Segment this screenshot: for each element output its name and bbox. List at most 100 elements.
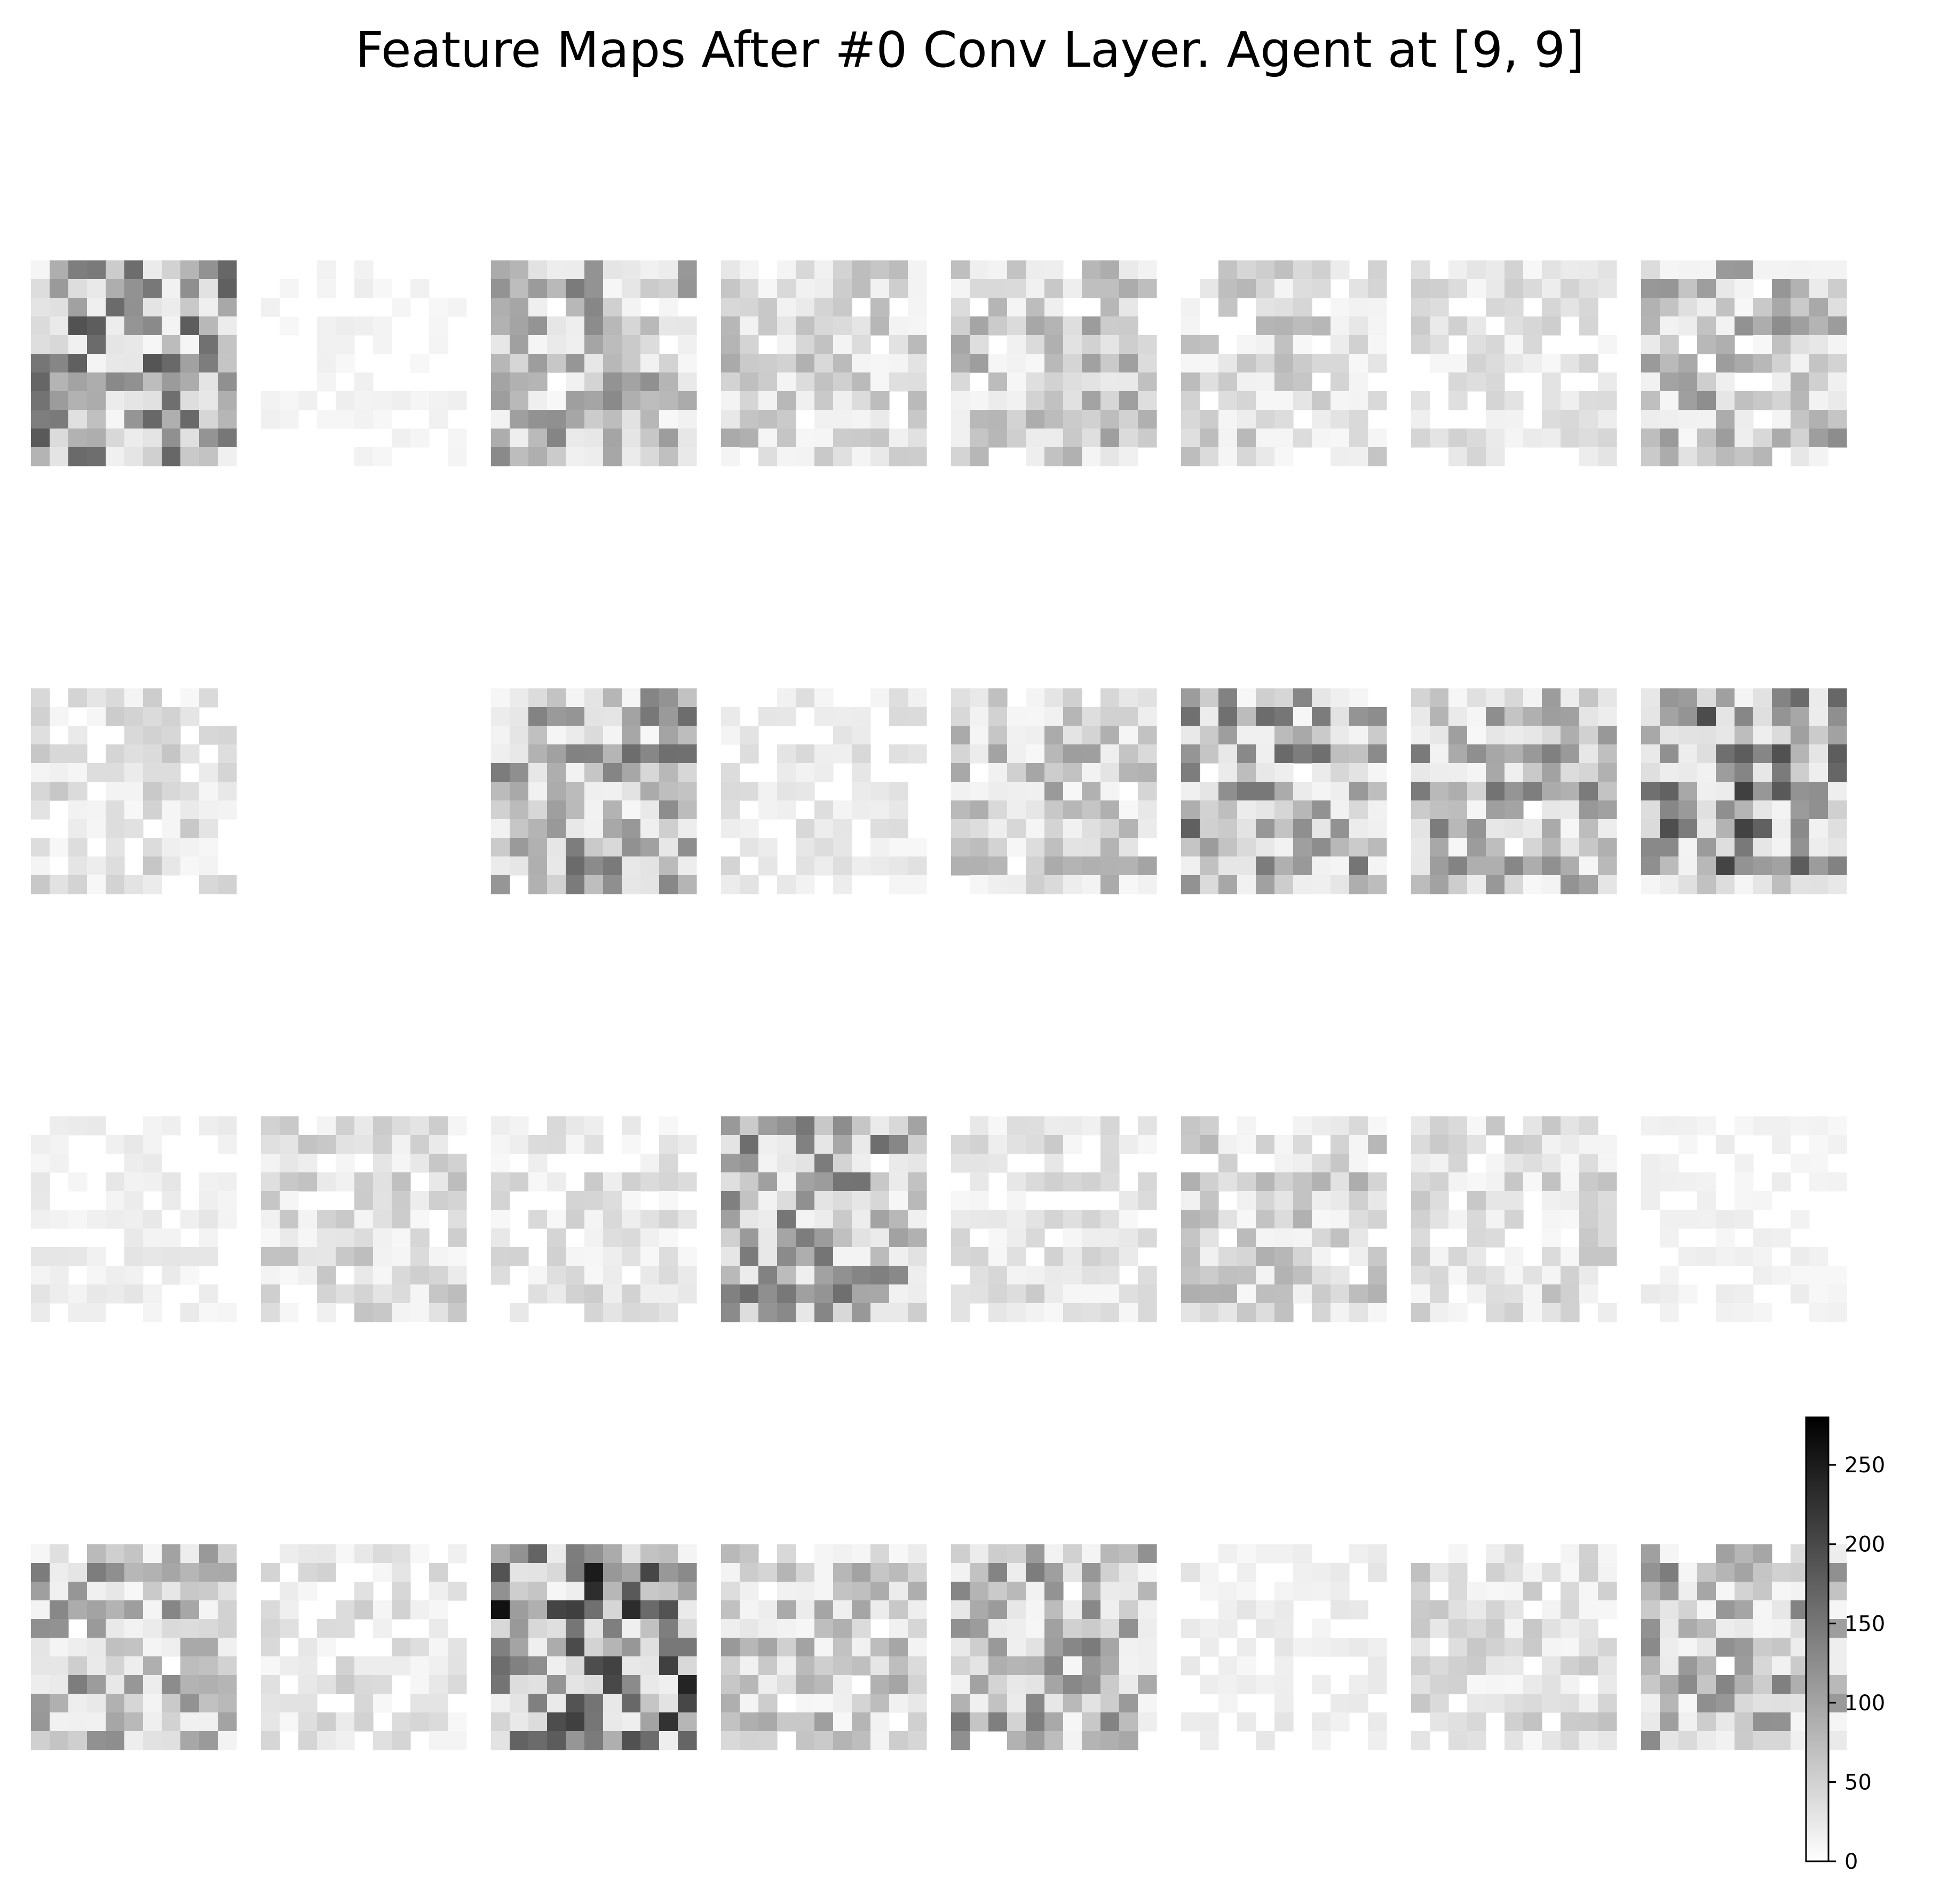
heatmap-cell — [1063, 744, 1082, 764]
heatmap-cell — [87, 1600, 106, 1620]
heatmap-cell — [640, 1600, 660, 1620]
heatmap-cell — [1735, 1656, 1754, 1676]
heatmap-cell — [1486, 875, 1505, 894]
heatmap-cell — [1542, 1247, 1561, 1266]
heatmap-cell — [162, 372, 181, 392]
heatmap-cell — [1809, 1172, 1828, 1192]
heatmap-cell — [1448, 1266, 1468, 1285]
heatmap-cell — [1181, 447, 1200, 466]
heatmap-cell — [1349, 391, 1368, 410]
heatmap-cell — [50, 782, 69, 801]
heatmap-cell — [889, 316, 908, 336]
heatmap-cell — [1641, 1582, 1660, 1601]
heatmap-cell — [833, 429, 852, 448]
colorbar-tick-label: 50 — [1844, 1770, 1872, 1795]
heatmap-cell — [1312, 1582, 1331, 1601]
heatmap-cell — [31, 1638, 50, 1657]
heatmap-cell — [1063, 410, 1082, 429]
heatmap-cell — [429, 1266, 448, 1285]
heatmap-cell — [528, 1154, 548, 1173]
heatmap-cell — [124, 744, 144, 764]
heatmap-cell — [1448, 429, 1468, 448]
heatmap-cell — [1753, 1247, 1772, 1266]
heatmap-cell — [1026, 688, 1045, 708]
heatmap-cell — [354, 1116, 374, 1136]
heatmap-cell — [951, 800, 970, 820]
heatmap-cell — [547, 707, 566, 726]
heatmap-cell — [1063, 1675, 1082, 1694]
heatmap-cell — [1697, 1172, 1716, 1192]
heatmap-cell — [280, 1172, 299, 1192]
heatmap-cell — [162, 429, 181, 448]
heatmap-cell — [640, 744, 660, 764]
heatmap-cell — [1561, 782, 1580, 801]
heatmap-cell — [1809, 875, 1828, 894]
heatmap-cell — [1523, 1731, 1542, 1750]
heatmap-cell — [162, 410, 181, 429]
heatmap-cell — [852, 800, 871, 820]
heatmap-cell — [124, 335, 144, 354]
heatmap-cell — [1716, 875, 1735, 894]
heatmap-cell — [336, 391, 355, 410]
heatmap-cell — [1579, 1210, 1598, 1229]
heatmap-cell — [68, 410, 88, 429]
heatmap-cell — [317, 372, 336, 392]
heatmap-cell — [1542, 1284, 1561, 1304]
heatmap-cell — [1523, 335, 1542, 354]
heatmap-cell — [491, 1172, 510, 1192]
heatmap-cell — [1082, 782, 1101, 801]
heatmap-cell — [814, 1266, 834, 1285]
heatmap-cell — [1044, 1638, 1064, 1657]
heatmap-cell — [1368, 1116, 1387, 1136]
heatmap-cell — [566, 335, 585, 354]
heatmap-cell — [1119, 1638, 1138, 1657]
heatmap-cell — [814, 1712, 834, 1732]
heatmap-cell — [1523, 744, 1542, 764]
heatmap-cell — [721, 1228, 740, 1248]
heatmap-cell — [1561, 1172, 1580, 1192]
heatmap-cell — [640, 1154, 660, 1173]
heatmap-cell — [528, 1619, 548, 1638]
heatmap-cell — [796, 298, 815, 317]
heatmap-cell — [1349, 1544, 1368, 1564]
heatmap-cell — [1411, 1619, 1430, 1638]
heatmap-cell — [584, 1563, 604, 1582]
heatmap-cell — [678, 838, 697, 857]
heatmap-cell — [1368, 1247, 1387, 1266]
heatmap-cell — [106, 1135, 125, 1154]
heatmap-cell — [1430, 1172, 1449, 1192]
heatmap-cell — [1505, 260, 1524, 280]
heatmap-cell — [1026, 1266, 1045, 1285]
heatmap-cell — [721, 1544, 740, 1564]
heatmap-cell — [1505, 875, 1524, 894]
heatmap-cell — [1237, 1135, 1256, 1154]
heatmap-cell — [162, 1675, 181, 1694]
heatmap-cell — [528, 819, 548, 838]
heatmap-cell — [1138, 279, 1157, 298]
heatmap-cell — [1579, 726, 1598, 745]
heatmap-cell — [659, 763, 678, 782]
heatmap-cell — [852, 1731, 871, 1750]
heatmap-cell — [908, 1154, 927, 1173]
heatmap-cell — [1505, 800, 1524, 820]
heatmap-cell — [1828, 1303, 1847, 1322]
heatmap-cell — [180, 1694, 200, 1713]
heatmap-cell — [1448, 260, 1468, 280]
heatmap-cell — [1119, 372, 1138, 392]
heatmap-cell — [1753, 726, 1772, 745]
heatmap-cell — [50, 298, 69, 317]
heatmap-cell — [1044, 335, 1064, 354]
feature-map-25 — [261, 1544, 467, 1750]
heatmap-cell — [721, 856, 740, 876]
heatmap-cell — [951, 298, 970, 317]
heatmap-cell — [1181, 1116, 1200, 1136]
heatmap-cell — [1331, 1210, 1350, 1229]
heatmap-cell — [833, 372, 852, 392]
heatmap-cell — [1237, 800, 1256, 820]
heatmap-cell — [1293, 800, 1312, 820]
heatmap-cell — [1044, 1582, 1064, 1601]
heatmap-cell — [106, 447, 125, 466]
heatmap-cell — [1505, 1154, 1524, 1173]
heatmap-cell — [740, 372, 759, 392]
heatmap-cell — [124, 782, 144, 801]
